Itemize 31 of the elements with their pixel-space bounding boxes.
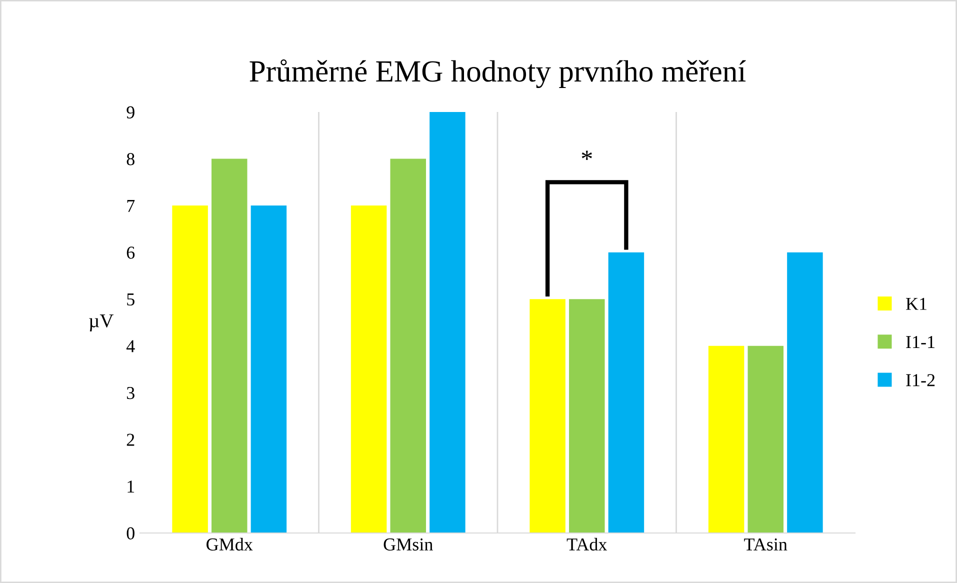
y-tick-label: 2: [126, 434, 134, 446]
bar: [250, 206, 287, 533]
y-tick-label: 5: [127, 294, 134, 306]
bar: [350, 206, 387, 533]
bar: [212, 158, 248, 533]
y-tick-label: 9: [126, 106, 134, 118]
bar: [430, 112, 466, 533]
bar: [390, 158, 426, 533]
y-tick-label: 6: [126, 246, 135, 259]
legend-label: K1: [906, 298, 926, 310]
chart-title: Průměrné EMG hodnoty prvního měření: [250, 59, 746, 88]
bar: [708, 346, 744, 533]
y-axis-title: µV: [89, 314, 114, 332]
x-tick-label: GMdx: [206, 538, 253, 551]
bar: [172, 206, 208, 533]
legend-label: I1-1: [906, 336, 934, 348]
y-tick-label: 3: [126, 386, 134, 400]
y-tick-label: 7: [127, 200, 135, 212]
y-tick-label: 4: [126, 340, 135, 352]
y-tick-label: 0: [126, 527, 134, 540]
bar: [748, 346, 784, 533]
bar: [787, 252, 823, 533]
y-tick-label: 8: [126, 153, 134, 166]
x-tick-label: TAdx: [566, 538, 607, 551]
x-tick-label: TAsin: [744, 538, 788, 551]
legend-label: I1-2: [906, 374, 935, 386]
bar: [530, 299, 566, 533]
bar: [569, 299, 605, 533]
x-tick-label: GMsin: [384, 538, 433, 551]
y-tick-label: 1: [128, 480, 134, 492]
annotation: *: [582, 150, 592, 160]
